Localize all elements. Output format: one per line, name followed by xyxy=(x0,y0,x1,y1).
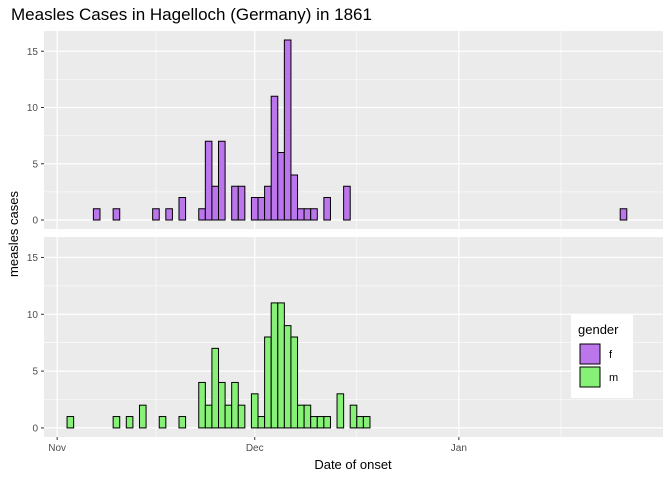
bar-m xyxy=(231,381,239,429)
bar-f xyxy=(198,208,206,221)
x-axis-title: Date of onset xyxy=(314,457,392,472)
bar-f xyxy=(343,185,351,221)
x-tick-label: Nov xyxy=(48,443,66,454)
bar-m xyxy=(237,404,246,429)
legend-key-m xyxy=(579,366,601,388)
bar-m xyxy=(138,404,147,429)
bar-f xyxy=(290,174,299,221)
bar-f xyxy=(92,208,101,221)
bar-m xyxy=(303,404,312,429)
bar-m xyxy=(125,416,134,429)
panel-f-y-ticks: 0 5 10 15 xyxy=(27,47,44,227)
bar-m xyxy=(270,302,279,429)
panel-m: 0 5 10 15 xyxy=(27,237,663,437)
bar-m xyxy=(283,325,292,429)
legend-key-f xyxy=(579,343,601,365)
bar-m xyxy=(277,302,285,429)
bar-f xyxy=(250,197,259,221)
bar-f xyxy=(211,185,220,221)
legend-label-f: f xyxy=(609,349,613,361)
bar-m xyxy=(218,381,226,429)
y-tick-label: 15 xyxy=(27,47,39,58)
bar-f xyxy=(283,39,292,221)
panel-f-bars xyxy=(92,39,628,221)
x-axis-ticks: Nov Dec Jan xyxy=(48,437,467,454)
bar-m xyxy=(310,416,318,429)
panel-m-y-ticks: 0 5 10 15 xyxy=(27,253,44,434)
bar-m xyxy=(349,404,358,429)
panel-f: 0 5 10 15 xyxy=(27,31,663,229)
bar-f xyxy=(277,152,285,221)
panel-f-grid-x xyxy=(56,31,562,229)
y-tick-label: 0 xyxy=(32,423,38,434)
bar-f xyxy=(270,95,279,221)
bar-m xyxy=(112,416,121,429)
panel-f-grid-y xyxy=(44,50,663,221)
panel-f-background xyxy=(44,31,663,229)
bar-f xyxy=(218,140,226,221)
x-tick-label: Dec xyxy=(246,443,264,454)
y-tick-label: 5 xyxy=(32,159,38,170)
bar-m xyxy=(66,416,75,429)
bar-m xyxy=(336,393,345,429)
y-tick-label: 0 xyxy=(32,216,38,227)
bar-m xyxy=(264,336,272,429)
bar-m xyxy=(250,393,259,429)
legend-label-m: m xyxy=(609,372,618,384)
legend: gender f m xyxy=(571,314,633,398)
bar-m xyxy=(211,347,220,429)
bar-m xyxy=(158,416,167,429)
bar-f xyxy=(264,185,272,221)
bar-f xyxy=(165,208,173,221)
bar-m xyxy=(198,381,206,429)
bar-f xyxy=(231,185,239,221)
bar-m xyxy=(362,416,371,429)
panel-m-grid-y xyxy=(44,256,663,429)
bar-m xyxy=(257,416,266,429)
y-tick-label: 15 xyxy=(27,253,39,264)
y-axis-title: measles cases xyxy=(6,191,21,277)
bar-m xyxy=(178,416,187,429)
bar-m xyxy=(204,404,213,429)
bar-m xyxy=(290,336,299,429)
bar-f xyxy=(323,197,331,221)
y-tick-label: 10 xyxy=(27,310,39,321)
bar-m xyxy=(224,404,233,429)
chart-title: Measles Cases in Hagelloch (Germany) in … xyxy=(11,5,372,24)
bar-f xyxy=(257,197,266,221)
legend-title: gender xyxy=(578,322,619,337)
x-tick-label: Jan xyxy=(451,443,467,454)
bar-f xyxy=(303,208,312,221)
bar-m xyxy=(323,416,331,429)
panel-m-bars xyxy=(66,302,371,429)
bar-m xyxy=(297,404,305,429)
bar-f xyxy=(204,140,213,221)
bar-m xyxy=(356,416,364,429)
bar-f xyxy=(619,208,628,221)
panel-m-background xyxy=(44,237,663,437)
bar-f xyxy=(178,197,187,221)
y-tick-label: 5 xyxy=(32,367,38,378)
bar-f xyxy=(310,208,318,221)
bar-f xyxy=(237,185,246,221)
y-tick-label: 10 xyxy=(27,103,39,114)
bar-f xyxy=(152,208,160,221)
bar-f xyxy=(112,208,121,221)
bar-m xyxy=(316,416,325,429)
bar-f xyxy=(297,208,305,221)
